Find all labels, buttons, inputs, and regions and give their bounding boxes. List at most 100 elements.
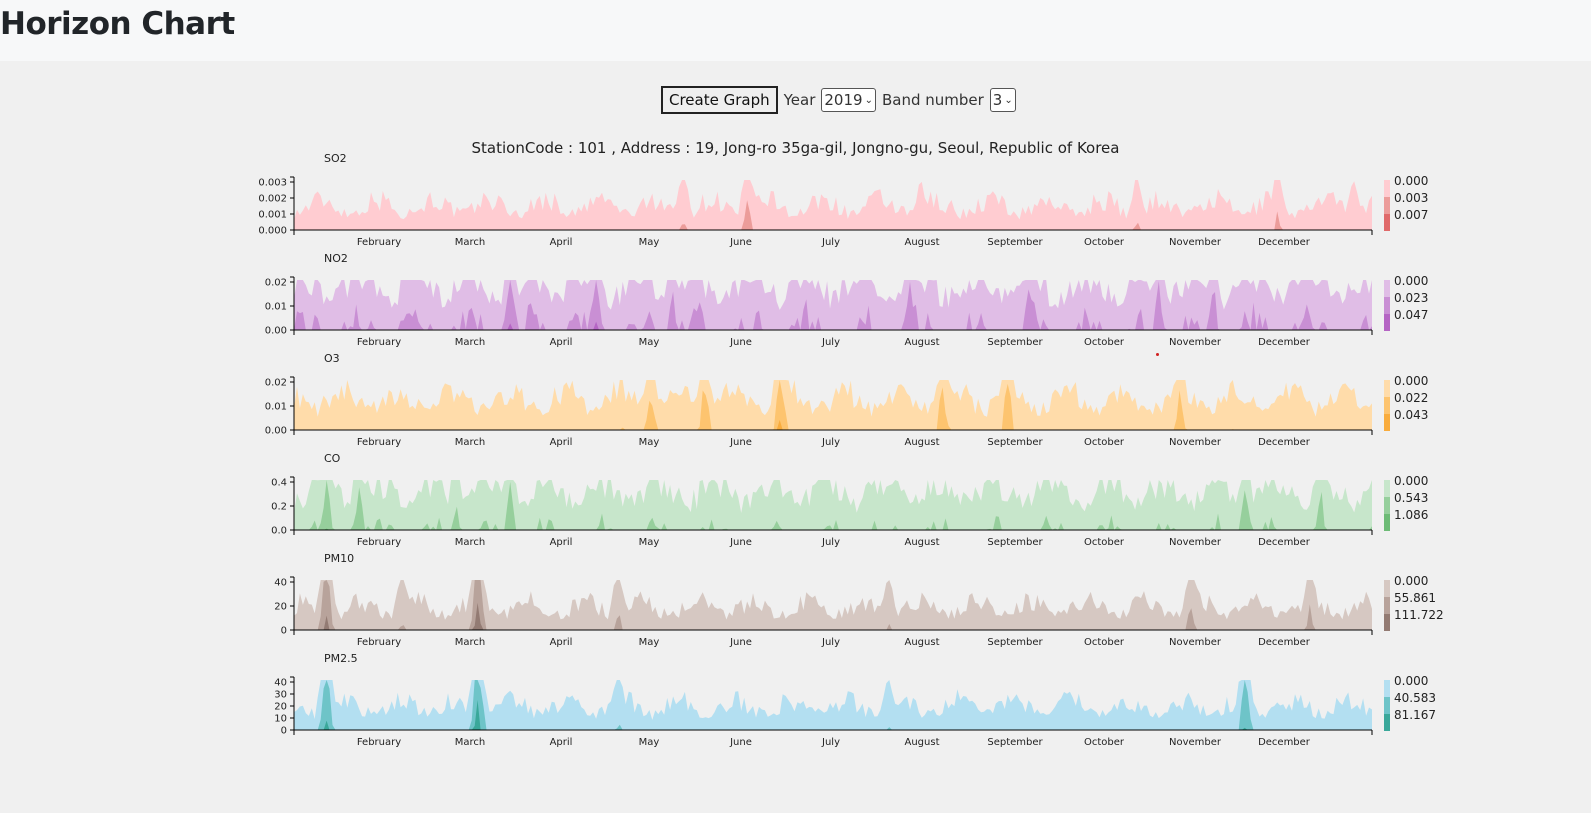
x-tick-label: November bbox=[1169, 337, 1222, 348]
x-tick-label: July bbox=[821, 637, 840, 648]
legend-label: 40.583 bbox=[1394, 691, 1436, 705]
legend-swatch bbox=[1384, 580, 1390, 597]
year-select[interactable]: 2019 ⌄ bbox=[821, 88, 876, 112]
x-tick-label: August bbox=[905, 637, 940, 648]
legend-swatch bbox=[1384, 297, 1390, 314]
horizon-bands bbox=[294, 180, 1372, 230]
x-tick-label: February bbox=[357, 537, 401, 548]
legend-label: 111.722 bbox=[1394, 608, 1444, 622]
x-tick-label: September bbox=[987, 737, 1043, 748]
cursor-dot bbox=[1156, 353, 1159, 356]
band-number-select[interactable]: 3 ⌄ bbox=[989, 88, 1016, 112]
x-tick-label: February bbox=[357, 737, 401, 748]
y-tick-label: 0.01 bbox=[265, 402, 287, 413]
x-tick-label: March bbox=[455, 637, 485, 648]
chart-co: CO February March April May June July August Sep… bbox=[271, 452, 1428, 548]
x-tick-label: December bbox=[1258, 537, 1311, 548]
x-tick-label: June bbox=[729, 737, 752, 748]
x-tick-label: June bbox=[729, 537, 752, 548]
legend-label: 0.000 bbox=[1394, 474, 1428, 488]
x-tick-label: September bbox=[987, 237, 1043, 248]
x-tick-label: September bbox=[987, 437, 1043, 448]
x-tick-label: May bbox=[639, 337, 660, 348]
x-tick-label: November bbox=[1169, 437, 1222, 448]
x-tick-label: June bbox=[729, 237, 752, 248]
legend-label: 0.023 bbox=[1394, 291, 1428, 305]
y-tick-label: 0.00 bbox=[265, 326, 287, 337]
chart-pm10: PM10 February March April May June July August S… bbox=[274, 552, 1443, 648]
chart-no2: NO2 February March April May June July August Se… bbox=[265, 252, 1429, 348]
chart-title: O3 bbox=[324, 352, 340, 365]
x-tick-label: September bbox=[987, 537, 1043, 548]
band-2-area bbox=[294, 480, 1372, 530]
station-info: StationCode : 101 , Address : 19, Jong-r… bbox=[471, 139, 1120, 157]
band-3-area bbox=[294, 321, 1372, 330]
legend-swatch bbox=[1384, 380, 1390, 397]
chart-so2: SO2 February March April May June July August Se… bbox=[258, 152, 1428, 248]
x-tick-label: April bbox=[550, 537, 573, 548]
x-tick-label: July bbox=[821, 237, 840, 248]
y-tick-label: 0.4 bbox=[271, 478, 287, 489]
legend-label: 0.000 bbox=[1394, 174, 1428, 188]
horizon-bands bbox=[294, 380, 1372, 430]
y-tick-label: 0 bbox=[281, 626, 287, 637]
x-tick-label: July bbox=[821, 337, 840, 348]
x-tick-label: December bbox=[1258, 437, 1311, 448]
legend-label: 0.000 bbox=[1394, 274, 1428, 288]
chart-title: SO2 bbox=[324, 152, 347, 165]
band-2-area bbox=[294, 280, 1372, 330]
y-tick-label: 0.000 bbox=[258, 226, 287, 237]
controls-bar: Create Graph Year 2019 ⌄ Band number 3 ⌄ bbox=[661, 86, 1016, 114]
x-tick-label: August bbox=[905, 737, 940, 748]
x-tick-label: February bbox=[357, 237, 401, 248]
band-1-area bbox=[294, 180, 1372, 230]
legend-label: 0.007 bbox=[1394, 208, 1428, 222]
x-tick-label: February bbox=[357, 637, 401, 648]
legend-swatch bbox=[1384, 714, 1390, 731]
x-tick-label: March bbox=[455, 537, 485, 548]
y-tick-label: 0.2 bbox=[271, 502, 287, 513]
legend-swatch bbox=[1384, 697, 1390, 714]
legend-label: 81.167 bbox=[1394, 708, 1436, 722]
chart-title: PM10 bbox=[324, 552, 354, 565]
band-1-area bbox=[294, 380, 1372, 430]
x-tick-label: July bbox=[821, 737, 840, 748]
x-tick-label: October bbox=[1084, 537, 1125, 548]
legend-swatch bbox=[1384, 397, 1390, 414]
legend-swatch bbox=[1384, 214, 1390, 231]
y-tick-label: 0.001 bbox=[258, 210, 287, 221]
horizon-bands bbox=[294, 680, 1372, 730]
y-tick-label: 20 bbox=[274, 702, 287, 713]
chevron-down-icon: ⌄ bbox=[1004, 94, 1013, 106]
y-tick-label: 0 bbox=[281, 726, 287, 737]
y-tick-label: 10 bbox=[274, 714, 287, 725]
y-tick-label: 30 bbox=[274, 690, 287, 701]
x-tick-label: April bbox=[550, 637, 573, 648]
horizon-bands bbox=[294, 580, 1372, 630]
y-tick-label: 0.02 bbox=[265, 378, 287, 389]
legend-label: 0.003 bbox=[1394, 191, 1428, 205]
legend-swatch bbox=[1384, 614, 1390, 631]
create-graph-button[interactable]: Create Graph bbox=[661, 86, 778, 114]
x-tick-label: March bbox=[455, 337, 485, 348]
x-tick-label: May bbox=[639, 237, 660, 248]
year-select-value: 2019 bbox=[824, 91, 863, 109]
x-tick-label: July bbox=[821, 537, 840, 548]
legend-label: 0.022 bbox=[1394, 391, 1428, 405]
x-tick-label: October bbox=[1084, 337, 1125, 348]
y-tick-label: 0.002 bbox=[258, 194, 287, 205]
chart-title: CO bbox=[324, 452, 341, 465]
chart-o3: O3 February March April May June July August Sep… bbox=[265, 352, 1429, 448]
x-tick-label: November bbox=[1169, 737, 1222, 748]
x-tick-label: June bbox=[729, 337, 752, 348]
legend-swatch bbox=[1384, 680, 1390, 697]
band-1-area bbox=[294, 680, 1372, 730]
legend-label: 0.043 bbox=[1394, 408, 1428, 422]
page-title: Horizon Chart bbox=[0, 6, 235, 42]
chart-pm25: PM2.5 February March April May June July August… bbox=[274, 652, 1436, 748]
band-1-area bbox=[294, 580, 1372, 630]
x-tick-label: May bbox=[639, 437, 660, 448]
legend-label: 0.543 bbox=[1394, 491, 1428, 505]
y-tick-label: 40 bbox=[274, 578, 287, 589]
legend-label: 0.047 bbox=[1394, 308, 1428, 322]
